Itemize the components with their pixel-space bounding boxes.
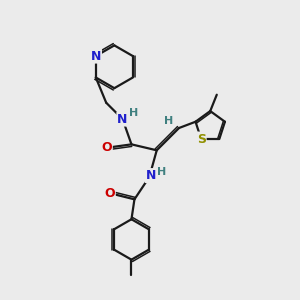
Text: N: N: [91, 50, 101, 63]
Text: H: H: [157, 167, 167, 177]
Text: H: H: [164, 116, 173, 126]
Text: N: N: [117, 112, 128, 126]
Text: O: O: [104, 188, 115, 200]
Text: N: N: [146, 169, 156, 182]
Text: S: S: [196, 133, 206, 146]
Text: O: O: [101, 141, 112, 154]
Text: H: H: [129, 108, 139, 118]
